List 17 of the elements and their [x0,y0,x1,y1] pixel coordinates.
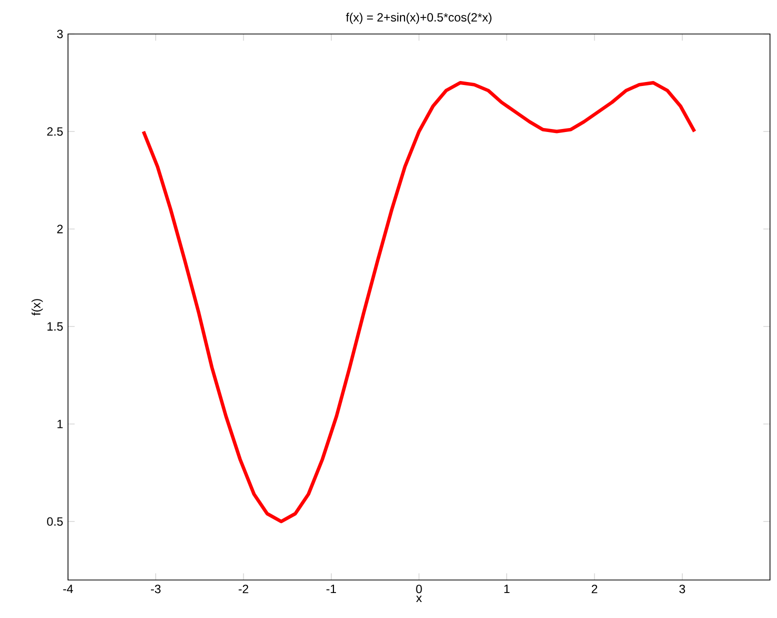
chart-title: f(x) = 2+sin(x)+0.5*cos(2*x) [346,12,492,24]
y-tick-label: 3 [57,30,63,38]
x-tick-label: 1 [504,584,510,593]
x-tick-label: -1 [326,584,336,593]
y-axis-title: f(x) [32,299,43,316]
y-tick-label: 1.5 [48,322,63,331]
x-tick-label: 2 [592,584,598,594]
x-tick-label: -3 [150,584,161,594]
x-tick-label: 0 [416,584,422,594]
y-tick-label: 0.5 [47,517,63,526]
y-tick-label: 1 [58,420,63,428]
x-axis-title: x [416,596,422,602]
y-tick-label: 2.5 [47,127,63,136]
x-tick-label: 3 [679,584,686,594]
x-tick-label: -2 [238,584,248,594]
y-tick-label: 2 [57,224,63,234]
x-tick-label: -4 [63,584,73,593]
